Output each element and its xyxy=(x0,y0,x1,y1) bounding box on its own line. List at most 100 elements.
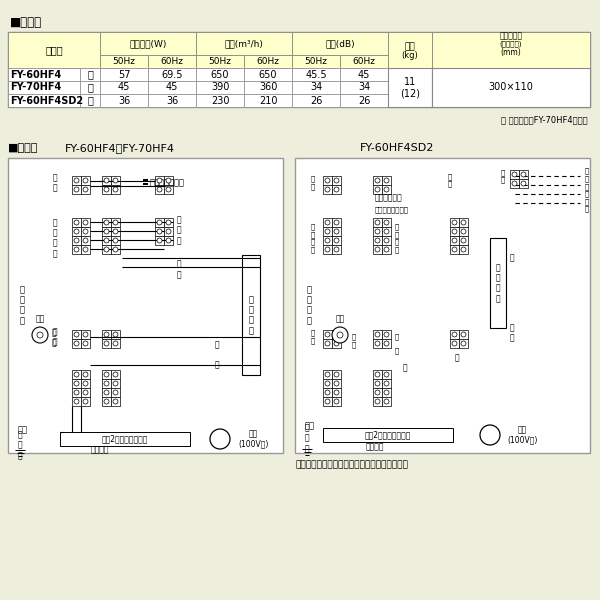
Text: （ ）内数値はFY-70HF4です。: （ ）内数値はFY-70HF4です。 xyxy=(502,115,588,124)
Bar xyxy=(81,388,90,397)
Circle shape xyxy=(74,341,79,346)
Text: 26: 26 xyxy=(310,95,322,106)
Text: 消費電力(W): 消費電力(W) xyxy=(130,39,167,48)
Bar xyxy=(323,339,332,348)
Bar xyxy=(382,227,391,236)
Bar xyxy=(72,388,81,397)
Bar xyxy=(373,185,382,194)
Bar xyxy=(111,370,120,379)
Bar xyxy=(196,94,244,107)
Bar xyxy=(519,179,528,188)
Circle shape xyxy=(113,390,118,395)
Bar xyxy=(60,432,190,446)
Text: 青: 青 xyxy=(215,340,220,349)
Text: FY-60HF4SD2: FY-60HF4SD2 xyxy=(360,143,434,153)
Bar xyxy=(111,330,120,339)
Text: 50Hz: 50Hz xyxy=(305,57,328,66)
Text: 26: 26 xyxy=(358,95,370,106)
Circle shape xyxy=(74,229,79,234)
Bar xyxy=(164,236,173,245)
Circle shape xyxy=(74,381,79,386)
Bar xyxy=(340,68,388,81)
Bar xyxy=(111,236,120,245)
Bar xyxy=(388,68,432,81)
Circle shape xyxy=(74,390,79,395)
Circle shape xyxy=(375,220,380,225)
Bar xyxy=(332,339,341,348)
Circle shape xyxy=(74,332,79,337)
Text: 青
黒: 青 黒 xyxy=(311,330,315,344)
Text: (kg): (kg) xyxy=(401,50,418,59)
Text: 白
橙
黄
黒: 白 橙 黄 黒 xyxy=(53,218,58,258)
Bar xyxy=(72,370,81,379)
Circle shape xyxy=(512,172,517,177)
Bar xyxy=(143,183,148,185)
Text: 白
橙
黄
黒: 白 橙 黄 黒 xyxy=(395,223,399,253)
Text: 36: 36 xyxy=(166,95,178,106)
Bar xyxy=(81,245,90,254)
Circle shape xyxy=(334,399,339,404)
Bar xyxy=(8,68,80,81)
Text: (mm): (mm) xyxy=(500,47,521,56)
Bar xyxy=(450,330,459,339)
Circle shape xyxy=(113,178,118,183)
Circle shape xyxy=(384,229,389,234)
Bar xyxy=(332,176,341,185)
Circle shape xyxy=(113,381,118,386)
Text: 騒音(dB): 騒音(dB) xyxy=(325,39,355,48)
Bar xyxy=(102,388,111,397)
Circle shape xyxy=(83,372,88,377)
Circle shape xyxy=(104,247,109,252)
Bar xyxy=(111,339,120,348)
Circle shape xyxy=(461,229,466,234)
Bar xyxy=(459,339,468,348)
Text: ■結線図: ■結線図 xyxy=(8,143,38,153)
Bar xyxy=(100,94,148,107)
Text: 60Hz: 60Hz xyxy=(161,57,184,66)
Bar xyxy=(164,185,173,194)
Text: 650: 650 xyxy=(259,70,277,79)
Text: 品　番: 品 番 xyxy=(45,45,63,55)
Text: 電源
(100V～): 電源 (100V～) xyxy=(238,430,268,449)
Bar xyxy=(450,245,459,254)
Bar xyxy=(196,32,292,55)
Text: 360: 360 xyxy=(259,82,277,92)
Text: 茶
茶: 茶 茶 xyxy=(510,323,515,343)
Circle shape xyxy=(334,187,339,192)
Circle shape xyxy=(83,390,88,395)
Bar xyxy=(111,388,120,397)
Bar xyxy=(323,185,332,194)
Bar xyxy=(459,218,468,227)
Bar xyxy=(382,330,391,339)
Bar xyxy=(382,397,391,406)
Text: 45: 45 xyxy=(358,70,370,79)
Text: 茶: 茶 xyxy=(510,253,515,263)
Bar xyxy=(459,236,468,245)
Circle shape xyxy=(74,187,79,192)
Bar xyxy=(111,227,120,236)
Circle shape xyxy=(113,247,118,252)
Text: 接地側極: 接地側極 xyxy=(91,445,109,455)
Text: ス
イ
ッ
チ: ス イ ッ チ xyxy=(496,263,500,303)
Bar xyxy=(102,236,111,245)
Circle shape xyxy=(334,381,339,386)
Bar xyxy=(382,185,391,194)
Circle shape xyxy=(384,187,389,192)
Circle shape xyxy=(83,332,88,337)
Bar xyxy=(323,379,332,388)
Bar xyxy=(81,185,90,194)
Circle shape xyxy=(452,229,457,234)
Bar xyxy=(295,158,590,453)
Circle shape xyxy=(375,332,380,337)
Circle shape xyxy=(334,372,339,377)
Bar xyxy=(373,370,382,379)
Circle shape xyxy=(157,229,162,234)
Bar xyxy=(155,176,164,185)
Text: 電
動
ダ
ン
パ
ー: 電 動 ダ ン パ ー xyxy=(585,167,589,212)
Bar xyxy=(102,397,111,406)
Bar xyxy=(323,397,332,406)
Bar xyxy=(143,179,148,181)
Bar xyxy=(164,227,173,236)
Text: 電球: 電球 xyxy=(35,314,44,323)
Bar xyxy=(8,158,283,453)
